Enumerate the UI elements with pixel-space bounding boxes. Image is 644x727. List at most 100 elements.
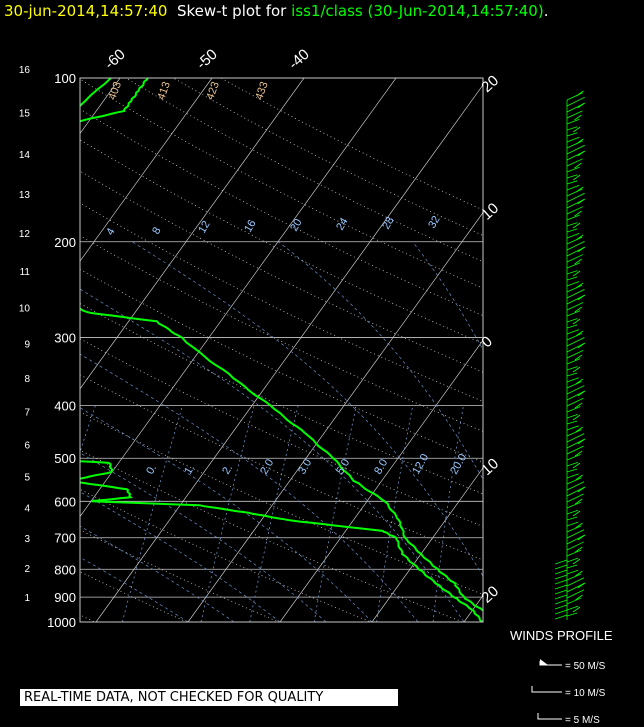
wind-barb (566, 516, 578, 521)
pressure-tick-label: 400 (54, 399, 76, 414)
wind-barb (566, 276, 578, 281)
wind-barb (566, 140, 583, 149)
wind-barb (566, 222, 578, 227)
wind-barb (566, 477, 582, 485)
height-tick-label: 8 (24, 374, 30, 385)
mixing-ratio-label: 2. (220, 463, 235, 477)
wind-barb (566, 612, 578, 617)
mixing-ratio-label: 8 (150, 225, 163, 236)
wind-legend-label: = 50 M/S (565, 661, 606, 672)
mixing-ratio-label: 32 (426, 214, 443, 231)
wind-barb (566, 310, 581, 317)
wind-barb (566, 110, 583, 119)
plot-frame (79, 77, 484, 623)
wind-barb-flag (574, 402, 583, 409)
wind-barb (566, 468, 578, 473)
wind-barb-flag (575, 378, 584, 385)
dry-adiabat (80, 374, 483, 561)
wind-barb (566, 262, 581, 269)
wind-barb-flag (572, 222, 581, 229)
right-temp-label: 10 (478, 455, 502, 479)
wind-barb (566, 228, 578, 233)
wind-barb (566, 254, 584, 263)
wind-barb (566, 397, 584, 407)
wind-barb (566, 573, 582, 581)
wind-barb-flag (577, 390, 586, 397)
wind-barb (566, 549, 582, 557)
wind-barb-flag (575, 570, 583, 577)
wind-barb-flag (575, 426, 583, 433)
header-period: . (543, 2, 549, 20)
height-tick-label: 11 (20, 267, 31, 278)
wind-barb-flag (575, 522, 583, 529)
wind-barb (566, 337, 585, 347)
wind-barb (566, 557, 579, 563)
wind-barb-low (554, 559, 568, 565)
wind-barb-flag (575, 234, 584, 241)
top-temp-label: -60 (101, 46, 128, 73)
height-tick-label: 6 (24, 441, 30, 452)
dry-adiabat (80, 108, 483, 317)
wind-barb (566, 302, 584, 311)
mixing-ratio-line (432, 405, 464, 622)
height-tick-label: 7 (24, 408, 30, 419)
wind-barb (566, 284, 583, 293)
moist-adiabat (80, 407, 373, 622)
isotherm-line (80, 78, 305, 390)
pressure-tick-label: 1000 (47, 615, 76, 630)
theta-label: 433 (253, 80, 271, 101)
isotherm-line (187, 212, 483, 622)
dry-adiabat (80, 139, 483, 344)
wind-barb (566, 525, 582, 533)
mixing-ratio-label: 2.0 (258, 457, 276, 476)
header-station: iss1/class (30-Jun-2014,14:57:40) (291, 2, 544, 20)
wind-barb-flag (572, 126, 581, 133)
wind-barb-flag (575, 282, 584, 289)
height-tick-label: 1 (24, 593, 30, 604)
height-tick-label: 10 (19, 304, 31, 315)
wind-barb (566, 534, 586, 545)
mixing-ratio-line (200, 405, 255, 622)
wind-barb-flag (575, 498, 583, 505)
wind-barb (566, 381, 582, 389)
mixing-ratio-label: 1. (182, 463, 197, 477)
wind-barb (566, 541, 584, 551)
wind-legend-label: = 10 M/S (565, 688, 606, 699)
wind-barb-flag (572, 558, 581, 565)
mixing-ratio-label: 4 (104, 226, 117, 237)
wind-barb (566, 569, 579, 575)
theta-label: 403 (106, 80, 124, 101)
wind-barb (566, 453, 581, 461)
wind-barb (566, 92, 583, 101)
mixing-ratio-label: 0. (144, 463, 159, 477)
wind-barb (566, 366, 578, 371)
wind-barb-flag (577, 438, 586, 445)
mixing-ratio-label: 16 (242, 218, 259, 235)
wind-barb-flag (572, 270, 581, 277)
wind-barb (566, 461, 579, 467)
wind-barb (566, 166, 580, 173)
wind-barb (566, 192, 585, 203)
pressure-tick-label: 600 (54, 494, 76, 509)
wind-barb (566, 96, 585, 107)
mixing-ratio-label: 24 (334, 216, 351, 233)
wind-barb (566, 445, 584, 455)
wind-barb (566, 136, 580, 143)
wind-barb-flag (577, 102, 585, 109)
wind-barb (566, 420, 578, 425)
wind-barb (566, 425, 579, 431)
pressure-tick-label: 900 (54, 590, 76, 605)
dry-adiabat (80, 303, 483, 495)
pressure-tick-label: 800 (54, 562, 76, 577)
wind-barb-low (554, 589, 568, 595)
wind-barb (566, 406, 581, 413)
dry-adiabat (80, 235, 483, 432)
wind-barb-flag (572, 462, 581, 469)
chart-header: 30-jun-2014,14:57:40 Skew-t plot for iss… (4, 2, 549, 20)
temperature-profile-line (80, 78, 483, 612)
theta-label: 423 (204, 80, 222, 101)
wind-barb (566, 473, 579, 479)
height-tick-label: 16 (19, 65, 31, 76)
mixing-ratio-label: 28 (380, 215, 397, 232)
wind-barb (566, 605, 579, 611)
